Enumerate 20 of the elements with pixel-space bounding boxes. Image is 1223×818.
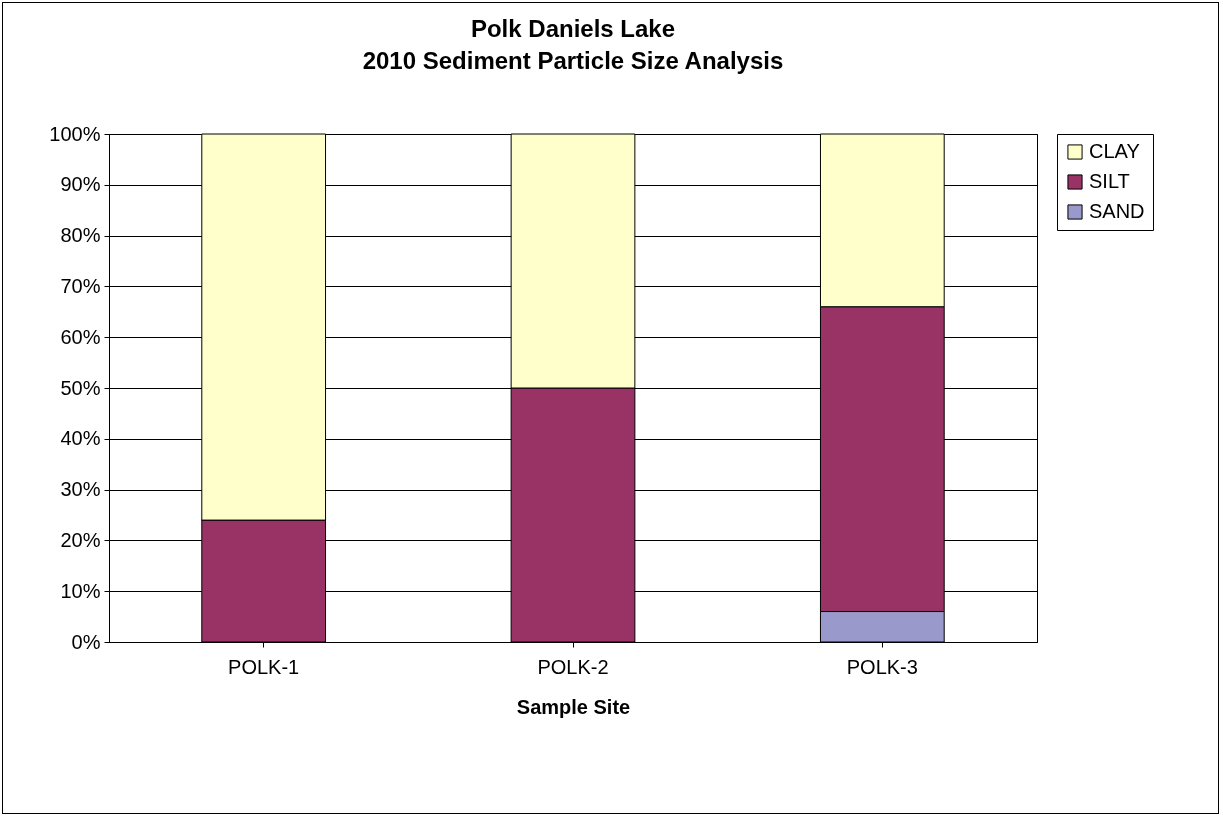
y-tick-label: 80%	[60, 224, 101, 247]
y-tick-label: 100%	[49, 122, 101, 145]
chart-subtitle: 2010 Sediment Particle Size Analysis	[362, 47, 784, 74]
legend-label: SILT	[1089, 170, 1130, 192]
y-tick-label: 60%	[60, 325, 101, 348]
y-tick-label: 30%	[60, 478, 101, 501]
legend-label: SAND	[1089, 200, 1145, 222]
y-tick-label: 0%	[71, 630, 101, 653]
y-tick-label: 10%	[60, 579, 101, 602]
chart-title: Polk Daniels Lake	[470, 15, 676, 42]
legend-label: CLAY	[1089, 140, 1140, 162]
x-axis-title: Sample Site	[516, 695, 631, 718]
y-tick-label: 40%	[60, 427, 101, 450]
x-tick-label: POLK-1	[228, 655, 300, 678]
y-tick-label: 90%	[60, 173, 101, 196]
x-tick-label: POLK-3	[846, 655, 918, 678]
y-tick-label: 50%	[60, 376, 101, 399]
x-tick-label: POLK-2	[537, 655, 609, 678]
y-tick-label: 20%	[60, 528, 101, 551]
y-tick-label: 70%	[60, 274, 101, 297]
